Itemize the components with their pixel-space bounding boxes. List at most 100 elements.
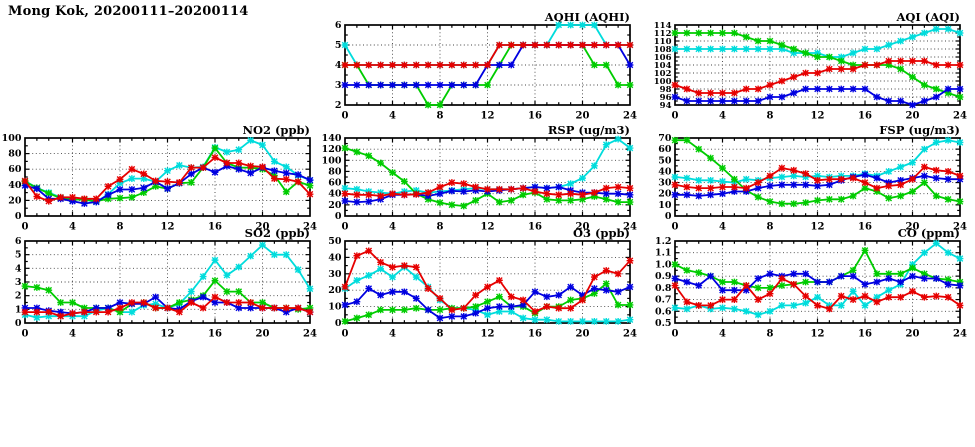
svg-text:16: 16 (528, 329, 542, 340)
svg-text:12: 12 (481, 329, 495, 340)
svg-text:16: 16 (858, 329, 872, 340)
series-blue-markers (671, 85, 964, 109)
svg-text:24: 24 (623, 329, 637, 340)
chart-o3-canvas: 0 10 20 30 40 50 0 4 8 12 16 20 24 O3 (ppb) (328, 226, 637, 340)
svg-text:12: 12 (811, 329, 825, 340)
svg-text:30: 30 (658, 178, 672, 189)
svg-text:6: 6 (15, 236, 22, 247)
svg-text:50: 50 (328, 236, 342, 247)
svg-text:0.8: 0.8 (655, 283, 672, 294)
svg-text:20: 20 (906, 111, 920, 122)
svg-text:16: 16 (858, 111, 872, 122)
svg-text:4: 4 (389, 222, 396, 233)
svg-text:24: 24 (953, 111, 967, 122)
chart-co: 0.5 0.6 0.7 0.8 0.9 1.0 1.1 1.2 0 4 8 12 16 20 24 CO (p… (641, 225, 975, 348)
series-blue (671, 85, 964, 109)
chart-title-no2: NO2 (ppb) (242, 123, 310, 137)
plot-border (344, 137, 631, 217)
svg-text:0.9: 0.9 (655, 271, 672, 282)
axis-labels: 0.50.60.70.80.91.01.11.2 0 4 8 12 16 20 24 (655, 236, 967, 340)
svg-text:0: 0 (342, 329, 349, 340)
chart-o3: 0 10 20 30 40 50 0 4 8 12 16 20 24 O3 (ppb) (311, 225, 646, 348)
svg-text:40: 40 (328, 252, 342, 263)
series-blue (671, 270, 964, 294)
svg-text:0: 0 (335, 211, 342, 222)
svg-text:8: 8 (117, 329, 124, 340)
svg-text:8: 8 (437, 329, 444, 340)
svg-text:24: 24 (953, 222, 967, 233)
series-red (671, 275, 964, 313)
svg-text:100: 100 (322, 155, 342, 166)
svg-text:4: 4 (389, 111, 396, 122)
svg-text:24: 24 (953, 329, 967, 340)
svg-text:0: 0 (672, 111, 679, 122)
svg-text:0: 0 (15, 318, 22, 329)
svg-text:3: 3 (335, 80, 342, 91)
svg-text:12: 12 (481, 111, 495, 122)
gridlines (345, 138, 630, 216)
series-cyan (21, 136, 314, 206)
chart-title-co: CO (ppm) (898, 226, 960, 240)
svg-text:20: 20 (256, 329, 270, 340)
svg-text:60: 60 (328, 178, 342, 189)
svg-text:98: 98 (660, 85, 672, 95)
svg-text:0: 0 (665, 211, 672, 222)
series-red-markers (671, 57, 964, 97)
chart-so2: 0 1 2 3 4 5 6 0 4 8 12 16 20 24 SO2 (ppb) (0, 225, 326, 348)
chart-title-aqi: AQI (AQI) (895, 10, 960, 24)
chart-no2: 0 20 40 60 80 100 0 4 8 12 16 20 24 NO2 (ppb) (0, 122, 326, 241)
svg-text:110: 110 (654, 37, 672, 47)
series-blue-markers (671, 171, 964, 200)
svg-text:4: 4 (335, 60, 342, 71)
svg-text:40: 40 (658, 166, 672, 177)
series-green-markers (341, 41, 634, 109)
svg-text:20: 20 (576, 222, 590, 233)
svg-text:16: 16 (528, 222, 542, 233)
svg-text:2: 2 (335, 100, 342, 111)
svg-text:4: 4 (719, 111, 726, 122)
axis-labels: 0 10 20 30 40 50 0 4 8 12 16 20 24 (328, 236, 637, 340)
series-cyan-markers (21, 136, 314, 206)
svg-text:8: 8 (767, 111, 774, 122)
svg-text:0: 0 (342, 111, 349, 122)
svg-text:20: 20 (576, 329, 590, 340)
svg-text:100: 100 (654, 77, 672, 87)
series-red (21, 293, 314, 320)
svg-text:12: 12 (481, 222, 495, 233)
series-red-markers (671, 163, 964, 192)
svg-text:20: 20 (906, 222, 920, 233)
svg-text:20: 20 (8, 195, 22, 206)
svg-text:108: 108 (654, 45, 672, 55)
series-blue-markers (671, 270, 964, 294)
svg-text:6: 6 (335, 20, 342, 31)
svg-text:16: 16 (528, 111, 542, 122)
chart-co-canvas: 0.50.60.70.80.91.01.11.2 0 4 8 12 16 20 24 CO (p… (655, 226, 967, 340)
svg-text:0: 0 (22, 222, 29, 233)
page-title: Mong Kok, 20200111–20200114 (8, 4, 249, 19)
chart-no2-canvas: 0 20 40 60 80 100 0 4 8 12 16 20 24 NO2 (ppb) (2, 123, 317, 233)
svg-text:20: 20 (256, 222, 270, 233)
svg-text:40: 40 (8, 180, 22, 191)
svg-text:3: 3 (15, 277, 22, 288)
series-red (341, 179, 634, 200)
svg-text:10: 10 (328, 302, 342, 313)
chart-rsp: 0 20 40 60 80 100 120 140 0 4 8 12 16 20 24 RSP (ug/m3) (311, 122, 646, 241)
svg-text:1.2: 1.2 (655, 236, 672, 247)
svg-text:96: 96 (660, 93, 672, 103)
svg-text:10: 10 (658, 200, 672, 211)
series-red (671, 163, 964, 192)
svg-text:80: 80 (8, 149, 22, 160)
svg-text:8: 8 (767, 329, 774, 340)
svg-text:8: 8 (437, 111, 444, 122)
axis-labels: 2 3 4 5 6 0 4 8 12 16 20 24 (335, 20, 637, 122)
chart-title-rsp: RSP (ug/m3) (548, 123, 630, 137)
axis-labels: 0 20 40 60 80 100 0 4 8 12 16 20 24 (2, 133, 317, 233)
svg-text:70: 70 (658, 133, 672, 144)
